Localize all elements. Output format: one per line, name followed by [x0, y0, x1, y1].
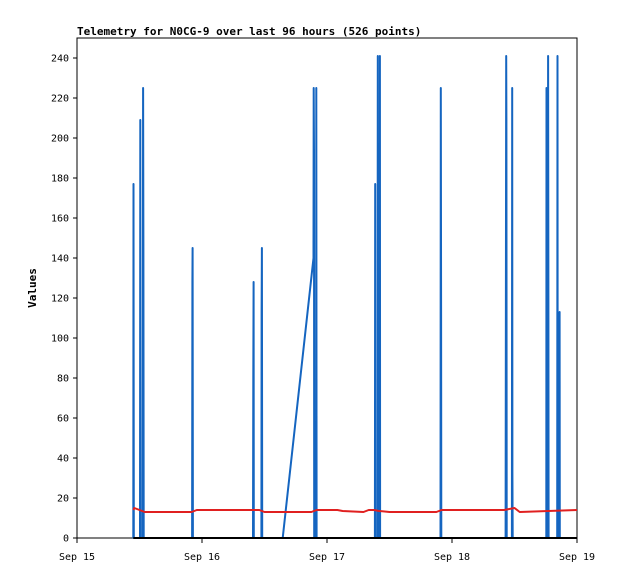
- plot-frame: [76, 37, 578, 539]
- y-tick-label: 200: [51, 134, 69, 145]
- y-tick-label: 40: [57, 454, 69, 465]
- y-tick-label: 120: [51, 294, 69, 305]
- series-line-1: [132, 507, 578, 513]
- y-tick-label: 160: [51, 214, 69, 225]
- y-tick-label: 80: [57, 374, 69, 385]
- x-tick-label: Sep 17: [309, 552, 345, 563]
- x-tick-label: Sep 15: [59, 552, 95, 563]
- x-tick-label: Sep 16: [184, 552, 220, 563]
- x-tick-label: Sep 19: [559, 552, 595, 563]
- y-tick-label: 140: [51, 254, 69, 265]
- y-tick-label: 100: [51, 334, 69, 345]
- y-tick-label: 20: [57, 494, 69, 505]
- y-tick-label: 240: [51, 54, 69, 65]
- y-axis-label: Values: [26, 268, 39, 308]
- y-tick-label: 180: [51, 174, 69, 185]
- x-tick-label: Sep 18: [434, 552, 470, 563]
- y-axis-ticks: 0 20 40 60 80 100 120 140 160 180 200 220 240: [51, 54, 77, 545]
- series-layer: [132, 55, 578, 539]
- y-tick-label: 220: [51, 94, 69, 105]
- x-axis-ticks: Sep 15 Sep 16 Sep 17 Sep 18 Sep 19: [59, 538, 595, 563]
- chart-title: Telemetry for N0CG-9 over last 96 hours …: [77, 25, 421, 38]
- y-tick-label: 0: [63, 534, 69, 545]
- y-tick-label: 60: [57, 414, 69, 425]
